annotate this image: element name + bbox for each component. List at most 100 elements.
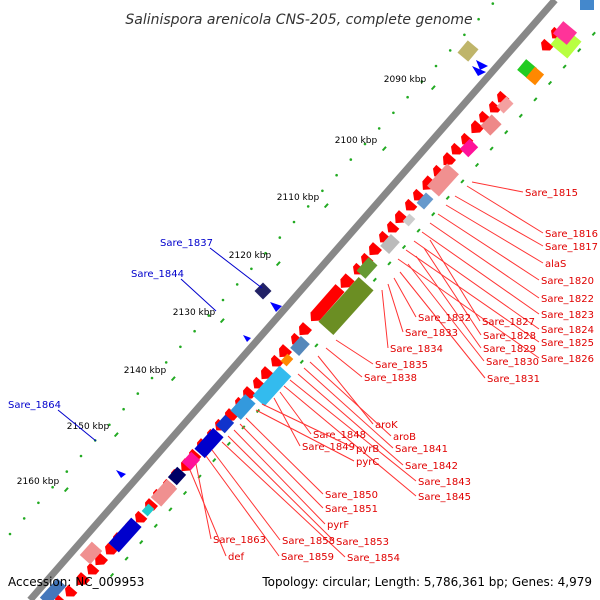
track-dot xyxy=(193,329,196,333)
track-dot xyxy=(406,95,409,99)
kbp-tick-label: 2150 kbp xyxy=(67,422,110,432)
callout-line xyxy=(279,391,312,435)
genome-backbone xyxy=(27,0,558,600)
gene-label: aroK xyxy=(375,420,398,431)
track-dot xyxy=(335,173,338,177)
gene-arrow xyxy=(310,284,345,322)
track-dot xyxy=(108,423,111,427)
gene-label: Sare_1859 xyxy=(281,552,334,563)
callout-line xyxy=(405,249,540,343)
callout-line xyxy=(397,258,540,359)
feature-box-grey xyxy=(402,213,416,227)
track-dot xyxy=(377,127,381,130)
callout-line xyxy=(211,449,281,541)
kbp-tick-mark xyxy=(323,203,329,209)
gene-label: Sare_1823 xyxy=(541,310,594,321)
gene-label: Sare_1863 xyxy=(213,535,266,546)
gene-label: Sare_1831 xyxy=(487,374,540,385)
gene-arrow xyxy=(65,584,78,597)
track-dash xyxy=(416,228,421,233)
callout-line xyxy=(421,231,540,315)
gene-label: Sare_1826 xyxy=(541,354,594,365)
feature-blue-arrow xyxy=(472,66,486,76)
kbp-tick-mark xyxy=(170,376,176,382)
track-dot xyxy=(179,345,182,349)
feature-box-orange xyxy=(525,66,545,86)
callout-line xyxy=(309,361,392,437)
track-dash xyxy=(314,343,319,348)
kbp-tick-label: 2130 kbp xyxy=(173,308,216,318)
track-dot xyxy=(150,376,154,380)
track-dot xyxy=(122,407,125,411)
callout-line xyxy=(245,417,324,495)
track-dot xyxy=(491,2,495,5)
gene-arrow xyxy=(451,142,464,155)
feature-blue-arrow xyxy=(243,335,251,342)
track-dash xyxy=(372,277,377,282)
callout-line xyxy=(393,277,417,318)
kbp-tick-label: 2100 kbp xyxy=(335,136,378,146)
feature-box-navy-dark xyxy=(167,466,187,486)
callout-line xyxy=(429,222,540,299)
track-dot xyxy=(477,17,480,21)
feature-box-cyan-long xyxy=(252,365,292,407)
gene-label: Sare_1842 xyxy=(405,461,458,472)
callout-line xyxy=(454,195,544,247)
feature-box-salmon xyxy=(480,114,502,136)
gene-label: Sare_1854 xyxy=(347,553,400,564)
track-dash xyxy=(518,113,523,118)
track-dash xyxy=(109,572,115,578)
callout-line xyxy=(413,240,540,330)
gene-label: Sare_1833 xyxy=(405,328,458,339)
callout-line xyxy=(227,435,335,542)
callout-line xyxy=(303,367,394,449)
callout-line xyxy=(399,271,486,379)
track-dash xyxy=(431,212,436,217)
callout-line xyxy=(381,289,389,349)
gene-label: Sare_1827 xyxy=(482,317,535,328)
kbp-tick-label: 2110 kbp xyxy=(277,193,320,203)
kbp-scale: 2090 kbp 2100 kbp 2110 kbp 2120 kbp 2130 kbp… xyxy=(17,75,436,493)
genome-stats: Topology: circular; Length: 5,786,361 bp… xyxy=(261,575,592,589)
gene-label: Sare_1817 xyxy=(545,242,598,253)
gene-label: Sare_1825 xyxy=(541,338,594,349)
track-dot xyxy=(434,64,438,68)
feature-box-orange xyxy=(280,353,294,367)
gene-arrow xyxy=(443,152,456,166)
gene-label: Sare_1830 xyxy=(486,357,539,368)
gene-label: Sare_1834 xyxy=(390,344,443,355)
gene-arrow xyxy=(489,100,502,113)
gene-arrow xyxy=(105,542,118,555)
feature-box-magenta xyxy=(459,138,479,158)
gene-arrow xyxy=(541,38,554,51)
track-dash xyxy=(489,146,494,151)
gene-label: Sare_1832 xyxy=(418,313,471,324)
kbp-tick-mark xyxy=(113,432,119,438)
callout-line xyxy=(415,255,482,349)
gene-label: Sare_1816 xyxy=(545,229,598,240)
callout-line xyxy=(261,403,355,449)
callout-line xyxy=(335,339,374,365)
track-dot xyxy=(420,80,424,83)
feature-dark-box xyxy=(254,282,272,300)
gene-label: Sare_1845 xyxy=(418,492,471,503)
gene-arrow xyxy=(405,198,418,211)
callout-line xyxy=(233,429,326,525)
kbp-tick-mark xyxy=(63,487,69,493)
track-dash xyxy=(562,64,567,69)
feature-box-navy xyxy=(108,517,142,553)
callout-line xyxy=(255,409,355,462)
callout-line xyxy=(466,185,544,234)
track-dot xyxy=(448,49,452,52)
track-dot xyxy=(264,251,267,255)
kbp-tick-mark xyxy=(430,85,436,91)
gene-label: aroB xyxy=(393,432,416,443)
gene-label: pyrB xyxy=(356,444,379,455)
callout-line xyxy=(180,278,217,312)
feature-box-blue-dark xyxy=(215,414,235,434)
feature-box-salmon xyxy=(79,541,103,565)
feature-box-olive xyxy=(356,257,378,279)
gene-arrow xyxy=(271,354,284,367)
feature-box-pink xyxy=(552,21,578,45)
